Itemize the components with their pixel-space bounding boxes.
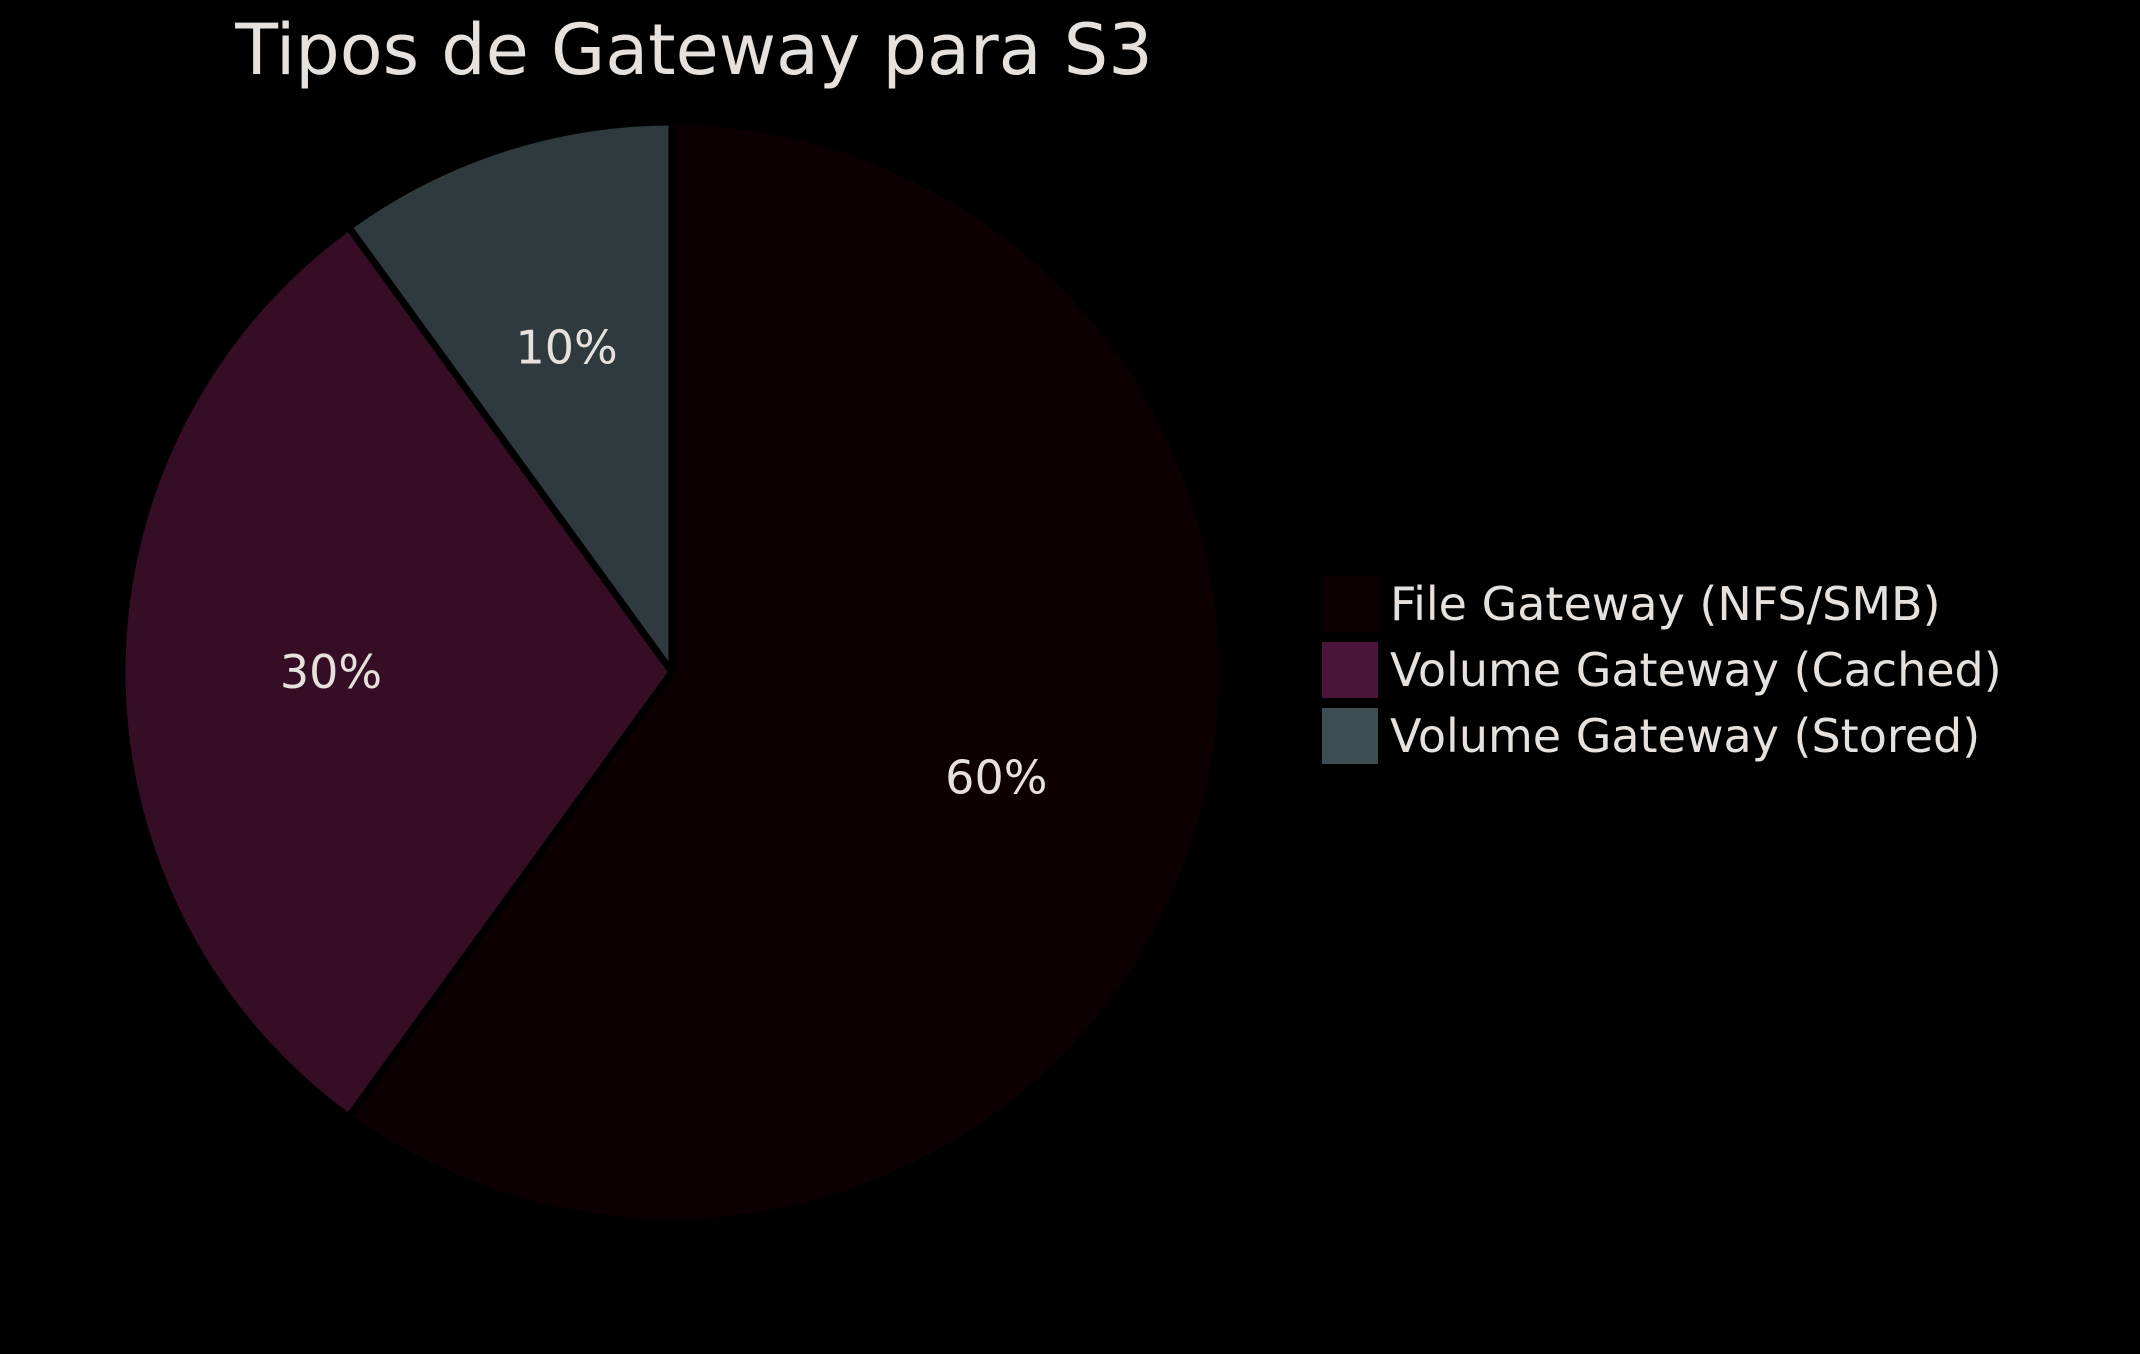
pie-slice-label-3: 10% — [516, 321, 618, 375]
pie-slice-2 — [118, 223, 676, 1121]
legend-label-1: File Gateway (NFS/SMB) — [1390, 577, 1941, 631]
pie-slice-1 — [345, 118, 1226, 1226]
pie-slices — [118, 118, 1226, 1226]
legend-label-3: Volume Gateway (Stored) — [1390, 709, 1980, 763]
pie-slice-labels: 60% 30% 10% — [280, 321, 1048, 805]
legend: File Gateway (NFS/SMB) Volume Gateway (Ca… — [1322, 576, 2002, 764]
legend-swatch-1 — [1322, 576, 1378, 632]
chart-title: Tipos de Gateway para S3 — [234, 9, 1153, 91]
legend-label-2: Volume Gateway (Cached) — [1390, 643, 2002, 697]
pie-slice-3 — [345, 118, 676, 676]
legend-swatch-3 — [1322, 708, 1378, 764]
pie-slice-label-1: 60% — [945, 750, 1047, 804]
legend-swatch-2 — [1322, 642, 1378, 698]
pie-slice-label-2: 30% — [280, 645, 382, 699]
